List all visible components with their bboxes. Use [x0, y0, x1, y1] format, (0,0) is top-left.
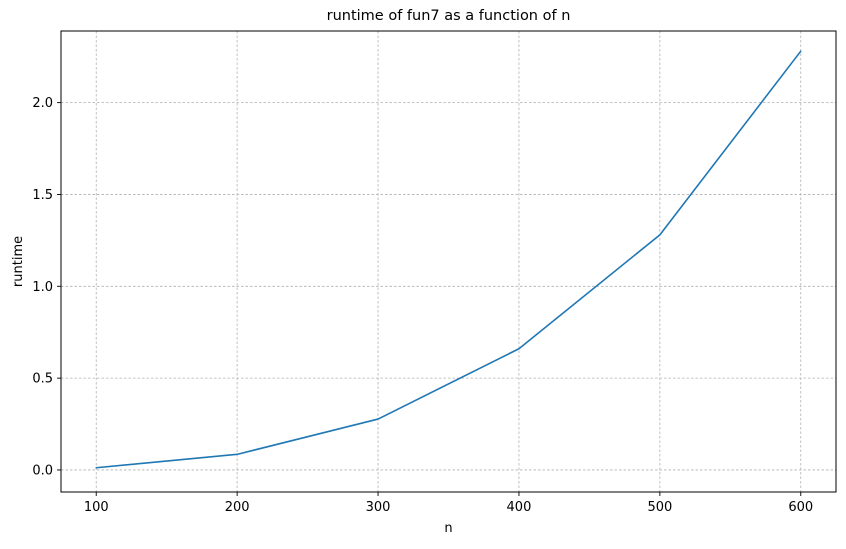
x-tick-label: 200 [225, 500, 250, 515]
y-tick-label: 1.5 [32, 188, 53, 203]
ticks: 100 200 300 400 500 600 0.0 0.5 1.0 1.5 2.0 [32, 96, 813, 515]
y-tick-label: 0.5 [32, 372, 53, 387]
y-tick-label: 1.0 [32, 280, 53, 295]
y-tick-label: 2.0 [32, 96, 53, 111]
y-tick-label: 0.0 [32, 463, 53, 478]
series-layer [95, 50, 802, 469]
series-line [95, 50, 802, 469]
x-tick-label: 300 [366, 500, 391, 515]
x-axis-label: n [444, 521, 452, 536]
y-axis-label: runtime [11, 236, 26, 287]
x-tick-label: 100 [84, 500, 109, 515]
plot-frame [60, 30, 837, 493]
x-tick-label: 500 [647, 500, 672, 515]
x-tick-label: 600 [788, 500, 813, 515]
x-tick-label: 400 [507, 500, 532, 515]
chart-title: runtime of fun7 as a function of n [327, 8, 571, 24]
grid [61, 31, 836, 492]
